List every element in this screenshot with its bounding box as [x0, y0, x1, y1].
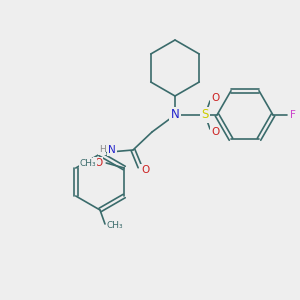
- Text: N: N: [171, 109, 179, 122]
- Text: H: H: [99, 146, 105, 154]
- Text: O: O: [211, 127, 219, 137]
- Text: O: O: [94, 158, 102, 168]
- Text: O: O: [211, 93, 219, 103]
- Text: S: S: [201, 109, 209, 122]
- Text: CH₃: CH₃: [80, 158, 97, 167]
- Text: O: O: [141, 165, 149, 175]
- Text: CH₃: CH₃: [107, 221, 123, 230]
- Text: F: F: [290, 110, 296, 120]
- Text: N: N: [108, 145, 116, 155]
